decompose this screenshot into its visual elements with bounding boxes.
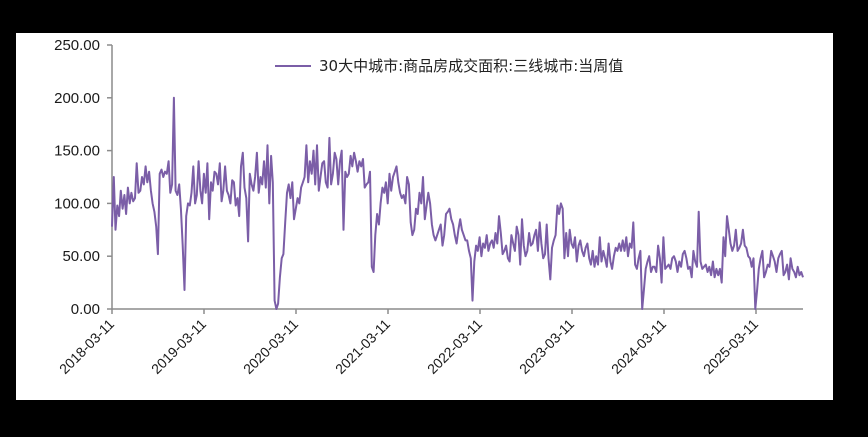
y-tick-label: 150.00 bbox=[54, 143, 100, 160]
x-tick-label: 2023-03-11 bbox=[516, 316, 577, 377]
series-line bbox=[111, 96, 804, 310]
y-tick-label: 0.00 bbox=[71, 301, 100, 318]
x-tick-label: 2019-03-11 bbox=[148, 316, 209, 377]
legend-label: 30大中城市:商品房成交面积:三线城市:当周值 bbox=[319, 57, 623, 75]
x-tick-label: 2024-03-11 bbox=[608, 316, 669, 377]
chart-panel: 0.00 50.00 100.00 150.00 200.00 250.00 2018-0… bbox=[16, 33, 833, 400]
x-tick-label: 2018-03-11 bbox=[56, 316, 117, 377]
y-axis: 0.00 50.00 100.00 150.00 200.00 250.00 bbox=[54, 37, 113, 318]
y-tick-label: 50.00 bbox=[62, 248, 100, 265]
y-tick-label: 100.00 bbox=[54, 195, 100, 212]
legend: 30大中城市:商品房成交面积:三线城市:当周值 bbox=[275, 57, 623, 75]
x-tick-label: 2025-03-11 bbox=[700, 316, 761, 377]
y-tick-label: 200.00 bbox=[54, 90, 100, 107]
x-tick-label: 2022-03-11 bbox=[424, 316, 485, 377]
x-tick-label: 2020-03-11 bbox=[240, 316, 301, 377]
line-chart: 0.00 50.00 100.00 150.00 200.00 250.00 2018-0… bbox=[54, 37, 804, 377]
y-tick-label: 250.00 bbox=[54, 37, 100, 54]
x-tick-label: 2021-03-11 bbox=[332, 316, 393, 377]
x-axis: 2018-03-11 2019-03-11 2020-03-11 2021-03-11… bbox=[56, 308, 803, 377]
